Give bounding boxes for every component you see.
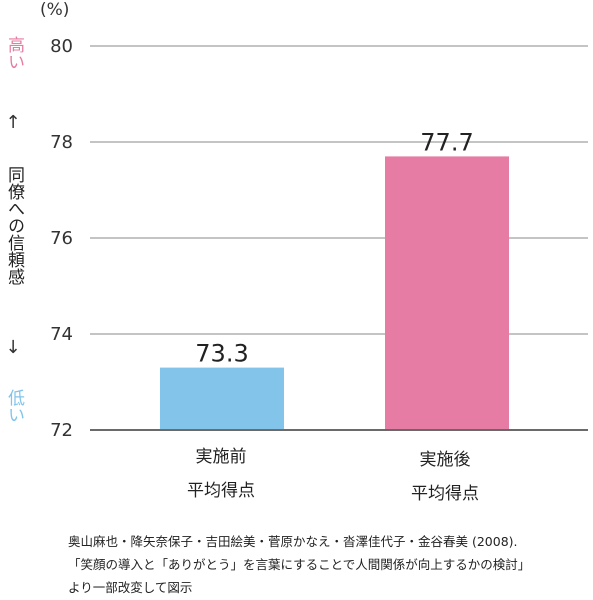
y-axis-title: 同僚への信頼感 (4, 166, 24, 285)
bar-chart: 72 74 76 78 80 73.3 77.7 (50, 36, 588, 440)
y-tick-label: 72 (50, 420, 73, 440)
bars (160, 156, 509, 430)
source-line: 奥山麻也・降矢奈保子・吉田絵美・菅原かなえ・沓澤佳代子・金谷春美 (2008). (68, 534, 518, 549)
source-line: より一部改変して図示 (68, 580, 193, 595)
y-tick-label: 74 (50, 324, 73, 345)
y-low-label: 低い (4, 389, 24, 423)
y-high-label: 高い (4, 36, 24, 70)
value-labels: 73.3 77.7 (195, 128, 473, 367)
x-category-label: 実施前 平均得点 (187, 447, 255, 501)
source-line: 「笑顔の導入と「ありがとう」を言葉にすることで人間関係が向上するかの検討」 (68, 557, 531, 572)
arrow-down-icon: ↓ (5, 337, 21, 358)
y-tick-label: 76 (50, 228, 73, 249)
bar (385, 156, 509, 430)
y-tick-labels: 72 74 76 78 80 (50, 36, 73, 440)
bar (160, 367, 284, 430)
bar-value-label: 73.3 (195, 340, 248, 368)
y-unit-label: (%) (40, 0, 70, 20)
y-tick-label: 80 (50, 36, 73, 57)
arrow-up-icon: ↑ (5, 112, 21, 133)
source-citation: 奥山麻也・降矢奈保子・吉田絵美・菅原かなえ・沓澤佳代子・金谷春美 (2008).… (68, 530, 588, 599)
bar-value-label: 77.7 (420, 128, 473, 156)
x-category-label: 実施後 平均得点 (411, 450, 479, 504)
y-tick-label: 78 (50, 132, 73, 153)
